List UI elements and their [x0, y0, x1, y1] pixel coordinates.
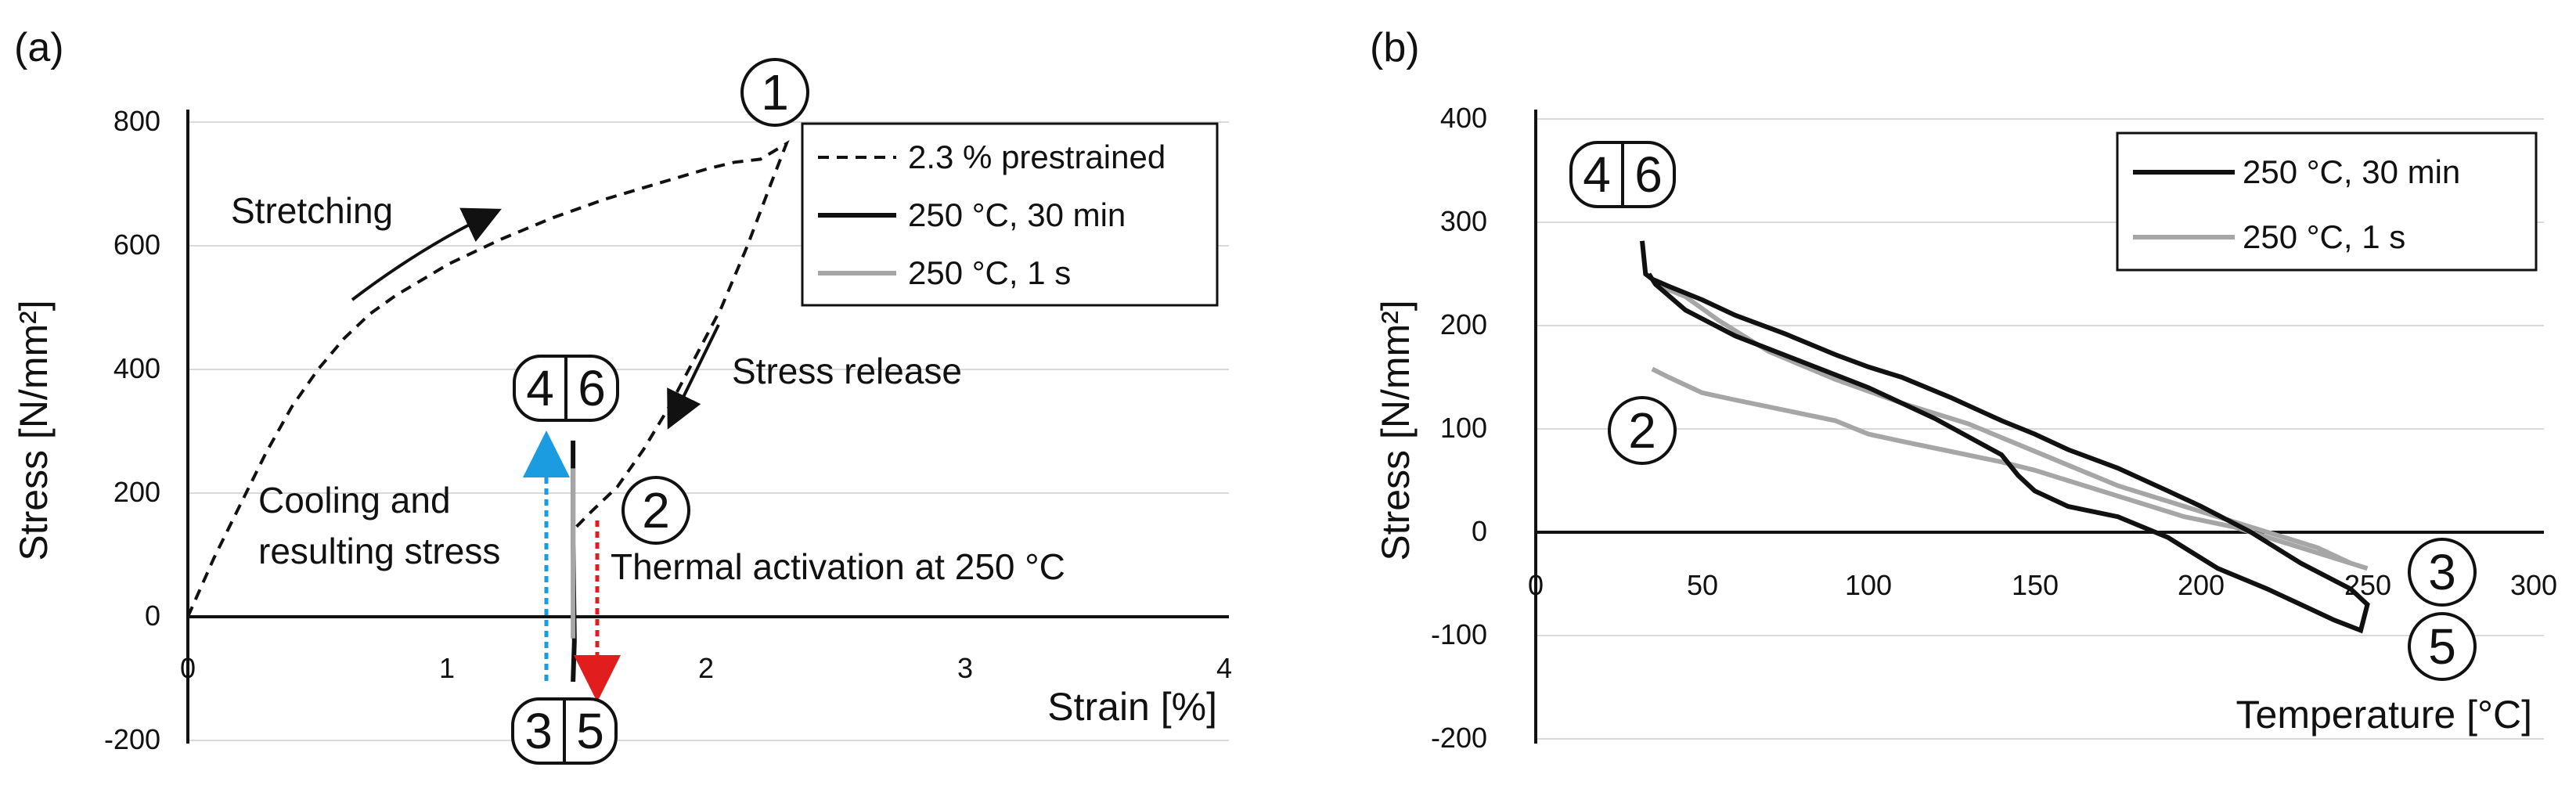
panel-b-series [1640, 240, 2370, 634]
panel-a-annotations: Stretching Stress release Cooling and re… [231, 190, 1065, 702]
marker-2: 2 [621, 476, 690, 545]
marker-1-circle [740, 58, 809, 127]
marker-3: 3 [2408, 538, 2477, 607]
y-tick-label-400: 400 [113, 352, 160, 384]
marker-2-circle [621, 476, 690, 545]
x-tick-label-4: 4 [1216, 652, 1232, 684]
x-tick-label-300: 300 [2510, 569, 2557, 601]
panel-b-y-ticks: 400 300 200 100 0 -100 -200 [1431, 102, 1487, 754]
panel-a-markers: 1 2 4 6 3 5 [511, 58, 809, 765]
panel-b-legend: 250 °C, 30 min 250 °C, 1 s [2116, 131, 2538, 272]
y-tick-label-400: 400 [1440, 102, 1487, 134]
marker-2-label: 2 [642, 482, 670, 538]
y-axis-title: Stress [N/mm²] [12, 300, 56, 560]
marker-5-circle [2408, 612, 2477, 681]
annotation-stretching: Stretching [231, 190, 393, 231]
panel-a: (a) 800 600 400 200 0 -200 0 1 2 3 4 Str… [12, 25, 1232, 765]
panel-b-label: (b) [1370, 25, 1420, 70]
panel-b-markers: 4 6 2 3 5 [1569, 141, 2477, 681]
panel-a-series [186, 139, 790, 683]
x-tick-label-200: 200 [2178, 569, 2225, 601]
x-tick-label-50: 50 [1687, 569, 1718, 601]
marker-6-label: 6 [1634, 146, 1663, 203]
marker-4-label: 4 [526, 360, 554, 416]
panel-a-legend: 2.3 % prestrained 250 °C, 30 min 250 °C,… [801, 122, 1219, 307]
x-tick-label-250: 250 [2344, 569, 2391, 601]
marker-3-circle [2408, 538, 2477, 607]
y-tick-label--200: -200 [1431, 722, 1487, 754]
y-tick-label-200: 200 [1440, 308, 1487, 340]
marker-6-label: 6 [578, 360, 606, 416]
marker-46: 4 6 [1569, 141, 1676, 208]
legend-label-prestrained: 2.3 % prestrained [908, 139, 1166, 175]
x-tick-label-0: 0 [180, 652, 196, 684]
annotation-stress-release: Stress release [732, 351, 962, 391]
marker-46: 4 6 [513, 355, 619, 422]
marker-4-label: 4 [1583, 146, 1611, 203]
y-tick-label-0: 0 [145, 600, 160, 632]
y-tick-label-300: 300 [1440, 205, 1487, 237]
series-line-250c-30min [1640, 240, 2370, 634]
marker-5: 5 [2408, 612, 2477, 681]
legend-box [2116, 131, 2538, 272]
marker-2: 2 [1608, 396, 1677, 465]
marker-3-label: 3 [2428, 544, 2456, 600]
x-tick-label-100: 100 [1845, 569, 1892, 601]
marker-2-circle [1608, 396, 1677, 465]
y-tick-label--100: -100 [1431, 618, 1487, 650]
stress-release-arrow [667, 324, 720, 430]
panel-a-label: (a) [14, 25, 64, 70]
panel-a-x-ticks: 0 1 2 3 4 [180, 652, 1232, 684]
annotation-cooling-line2: resulting stress [258, 531, 500, 571]
y-tick-label-600: 600 [113, 229, 160, 261]
annotation-thermal-activation: Thermal activation at 250 °C [611, 546, 1065, 587]
x-tick-label-3: 3 [957, 652, 973, 684]
x-tick-label-0: 0 [1528, 569, 1544, 601]
series-line-prestrained [186, 139, 790, 618]
annotation-cooling-line1: Cooling and [258, 480, 451, 520]
panel-b: (b) 400 300 200 100 0 -100 -200 0 50 100… [1370, 25, 2557, 754]
y-tick-label--200: -200 [104, 723, 160, 755]
x-tick-label-1: 1 [439, 652, 455, 684]
marker-5-label: 5 [2428, 618, 2456, 675]
legend-label-250c-1s: 250 °C, 1 s [908, 254, 1071, 291]
marker-1: 1 [740, 58, 809, 127]
x-tick-label-2: 2 [698, 652, 714, 684]
y-tick-label-0: 0 [1472, 515, 1487, 547]
x-axis-title: Temperature [°C] [2236, 693, 2532, 737]
legend-label-250c-30min: 250 °C, 30 min [2243, 153, 2460, 190]
marker-3-label: 3 [524, 703, 553, 759]
legend-label-250c-1s: 250 °C, 1 s [2243, 218, 2405, 255]
y-tick-label-800: 800 [113, 105, 160, 137]
marker-5-label: 5 [576, 703, 604, 759]
panel-a-y-ticks: 800 600 400 200 0 -200 [104, 105, 160, 755]
x-axis-title: Strain [%] [1047, 685, 1217, 729]
marker-35: 3 5 [511, 697, 618, 765]
panel-a-grid [186, 110, 1229, 744]
x-tick-label-150: 150 [2012, 569, 2059, 601]
marker-2-label: 2 [1628, 402, 1656, 459]
y-tick-label-200: 200 [113, 476, 160, 508]
y-tick-label-100: 100 [1440, 412, 1487, 444]
series-line-250c-1s [1651, 282, 2369, 571]
marker-1-label: 1 [761, 64, 789, 121]
legend-label-250c-30min: 250 °C, 30 min [908, 196, 1126, 233]
stretching-arrow [351, 207, 502, 301]
panel-b-x-ticks: 0 50 100 150 200 250 300 [1528, 569, 2557, 601]
y-axis-title: Stress [N/mm²] [1374, 300, 1418, 560]
